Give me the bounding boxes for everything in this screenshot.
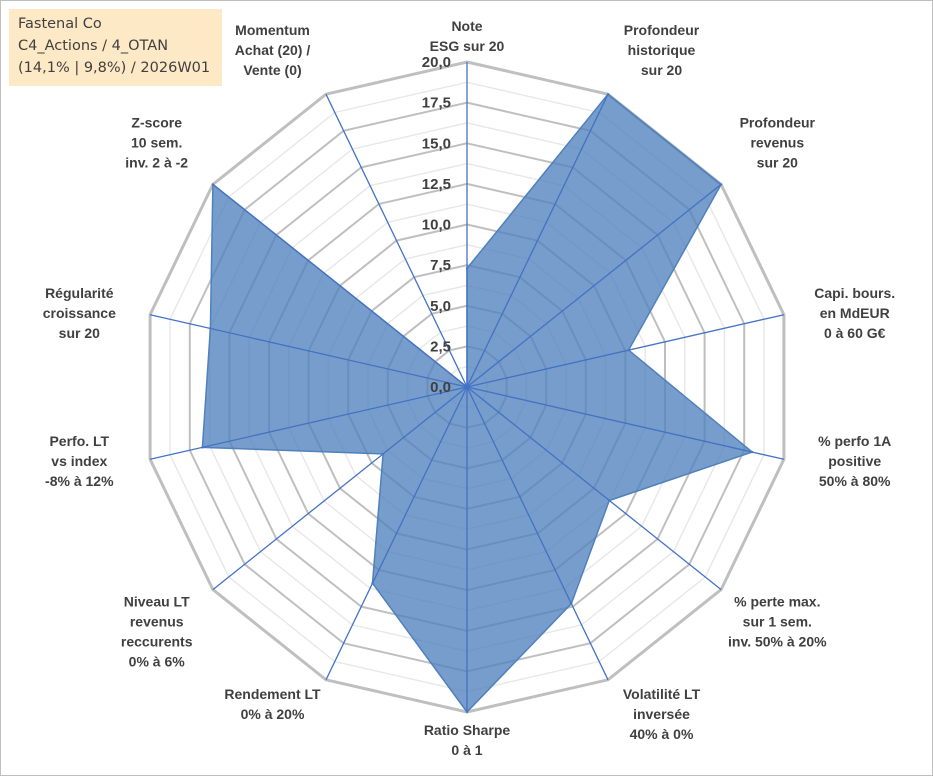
axis-label: Note ESG sur 20 xyxy=(430,18,505,54)
axis-line xyxy=(466,314,785,388)
axis-label-line: Perfo. LT xyxy=(49,433,109,449)
axis-label-line: % perte max. xyxy=(734,594,820,610)
tick-label: 2,5 xyxy=(430,338,451,355)
axis-label-line: sur 20 xyxy=(641,62,682,78)
tick-labels: 0,0 2,5 5,0 7,5 10,0 12,5 15,0 17,5 20,0 xyxy=(422,54,451,396)
axis-labels: Note ESG sur 20 Profondeur historique sur 20… xyxy=(43,18,895,758)
axis-label-line: 0% à 6% xyxy=(129,654,186,670)
company-name: Fastenal Co xyxy=(18,16,102,32)
axis-label-line: ESG sur 20 xyxy=(430,38,505,54)
axis-label-line: revenus xyxy=(130,614,184,630)
axis-label-line: 40% à 0% xyxy=(630,726,694,742)
axis-label-line: sur 1 sem. xyxy=(743,614,812,630)
axis-label-line: inversée xyxy=(633,706,690,722)
axis-label-line: positive xyxy=(828,453,881,469)
axis-line xyxy=(466,386,785,460)
axis-line xyxy=(212,183,468,388)
axis-label-line: Note xyxy=(451,18,482,34)
axis-label: Perfo. LT vs index -8% à 12% xyxy=(45,433,114,489)
axis-label-line: Volatilité LT xyxy=(623,686,701,702)
axis-label-line: Profondeur xyxy=(740,114,816,130)
axis-label-line: 50% à 80% xyxy=(819,473,891,489)
axis-label-line: sur 20 xyxy=(757,154,798,170)
tick-label: 5,0 xyxy=(430,298,451,315)
tick-label: 17,5 xyxy=(422,95,451,112)
axis-label: Profondeur revenus sur 20 xyxy=(740,114,816,170)
axis-label-line: inv. 2 à -2 xyxy=(125,154,188,170)
axis-label: Rendement LT 0% à 20% xyxy=(224,686,321,722)
axis-label: Z-score 10 sem. inv. 2 à -2 xyxy=(125,114,188,170)
axis-label: Capi. bours. en MdEUR 0 à 60 G€ xyxy=(814,285,895,341)
axis-line xyxy=(325,386,468,681)
info-box: Fastenal Co C4_Actions / 4_OTAN (14,1% |… xyxy=(9,9,222,86)
axis-label-line: en MdEUR xyxy=(820,305,890,321)
axis-label-line: Régularité xyxy=(45,285,114,301)
axis-label: Niveau LT revenus reccurents 0% à 6% xyxy=(121,594,193,670)
axis-label-line: Z-score xyxy=(131,114,182,130)
axis-label: Momentum Achat (20) / Vente (0) xyxy=(235,22,311,78)
axis-label-line: Vente (0) xyxy=(243,62,301,78)
axis-line xyxy=(466,386,722,591)
tick-label: 20,0 xyxy=(422,54,451,71)
tick-label: 10,0 xyxy=(422,217,451,234)
axis-label-line: Niveau LT xyxy=(124,594,190,610)
axis-label-line: inv. 50% à 20% xyxy=(728,634,827,650)
axis-label-line: % perfo 1A xyxy=(818,433,891,449)
axis-label-line: 0 à 1 xyxy=(451,742,482,758)
axis-label: % perte max. sur 1 sem. inv. 50% à 20% xyxy=(728,594,827,650)
axis-label-line: Achat (20) / xyxy=(235,42,311,58)
axis-line xyxy=(212,386,468,591)
axis-label-line: Rendement LT xyxy=(224,686,321,702)
axis-line xyxy=(325,93,468,388)
axis-label: Régularité croissance sur 20 xyxy=(43,285,116,341)
axis-label-line: reccurents xyxy=(121,634,193,650)
axis-label-line: croissance xyxy=(43,305,116,321)
axis-label-line: Capi. bours. xyxy=(814,285,895,301)
tick-label: 15,0 xyxy=(422,135,451,152)
axis-label-line: Ratio Sharpe xyxy=(424,722,511,738)
axis-label: % perfo 1A positive 50% à 80% xyxy=(818,433,891,489)
axis-line xyxy=(466,183,722,388)
axis-label-line: revenus xyxy=(750,134,804,150)
axis-label-line: -8% à 12% xyxy=(45,473,114,489)
stats-label: (14,1% | 9,8%) / 2026W01 xyxy=(18,60,211,76)
axis-label-line: 0 à 60 G€ xyxy=(824,325,886,341)
axis-label-line: Profondeur xyxy=(624,22,700,38)
axis-label-line: 10 sem. xyxy=(131,134,182,150)
axis-label-line: vs index xyxy=(51,453,107,469)
axis-line xyxy=(466,93,609,388)
axis-label: Profondeur historique sur 20 xyxy=(624,22,700,78)
axis-label: Ratio Sharpe 0 à 1 xyxy=(424,722,511,758)
axis-label-line: Momentum xyxy=(235,22,310,38)
axis-label: Volatilité LT inversée 40% à 0% xyxy=(623,686,701,742)
axis-line xyxy=(466,386,609,681)
axis-label-line: historique xyxy=(628,42,696,58)
portfolio-label: C4_Actions / 4_OTAN xyxy=(18,38,169,54)
axis-lines xyxy=(149,62,785,712)
axis-label-line: sur 20 xyxy=(59,325,100,341)
tick-label: 7,5 xyxy=(430,257,451,274)
axis-line xyxy=(149,386,468,460)
tick-label: 12,5 xyxy=(422,176,451,193)
axis-line xyxy=(149,314,468,388)
axis-label-line: 0% à 20% xyxy=(241,706,305,722)
tick-label: 0,0 xyxy=(430,379,451,396)
